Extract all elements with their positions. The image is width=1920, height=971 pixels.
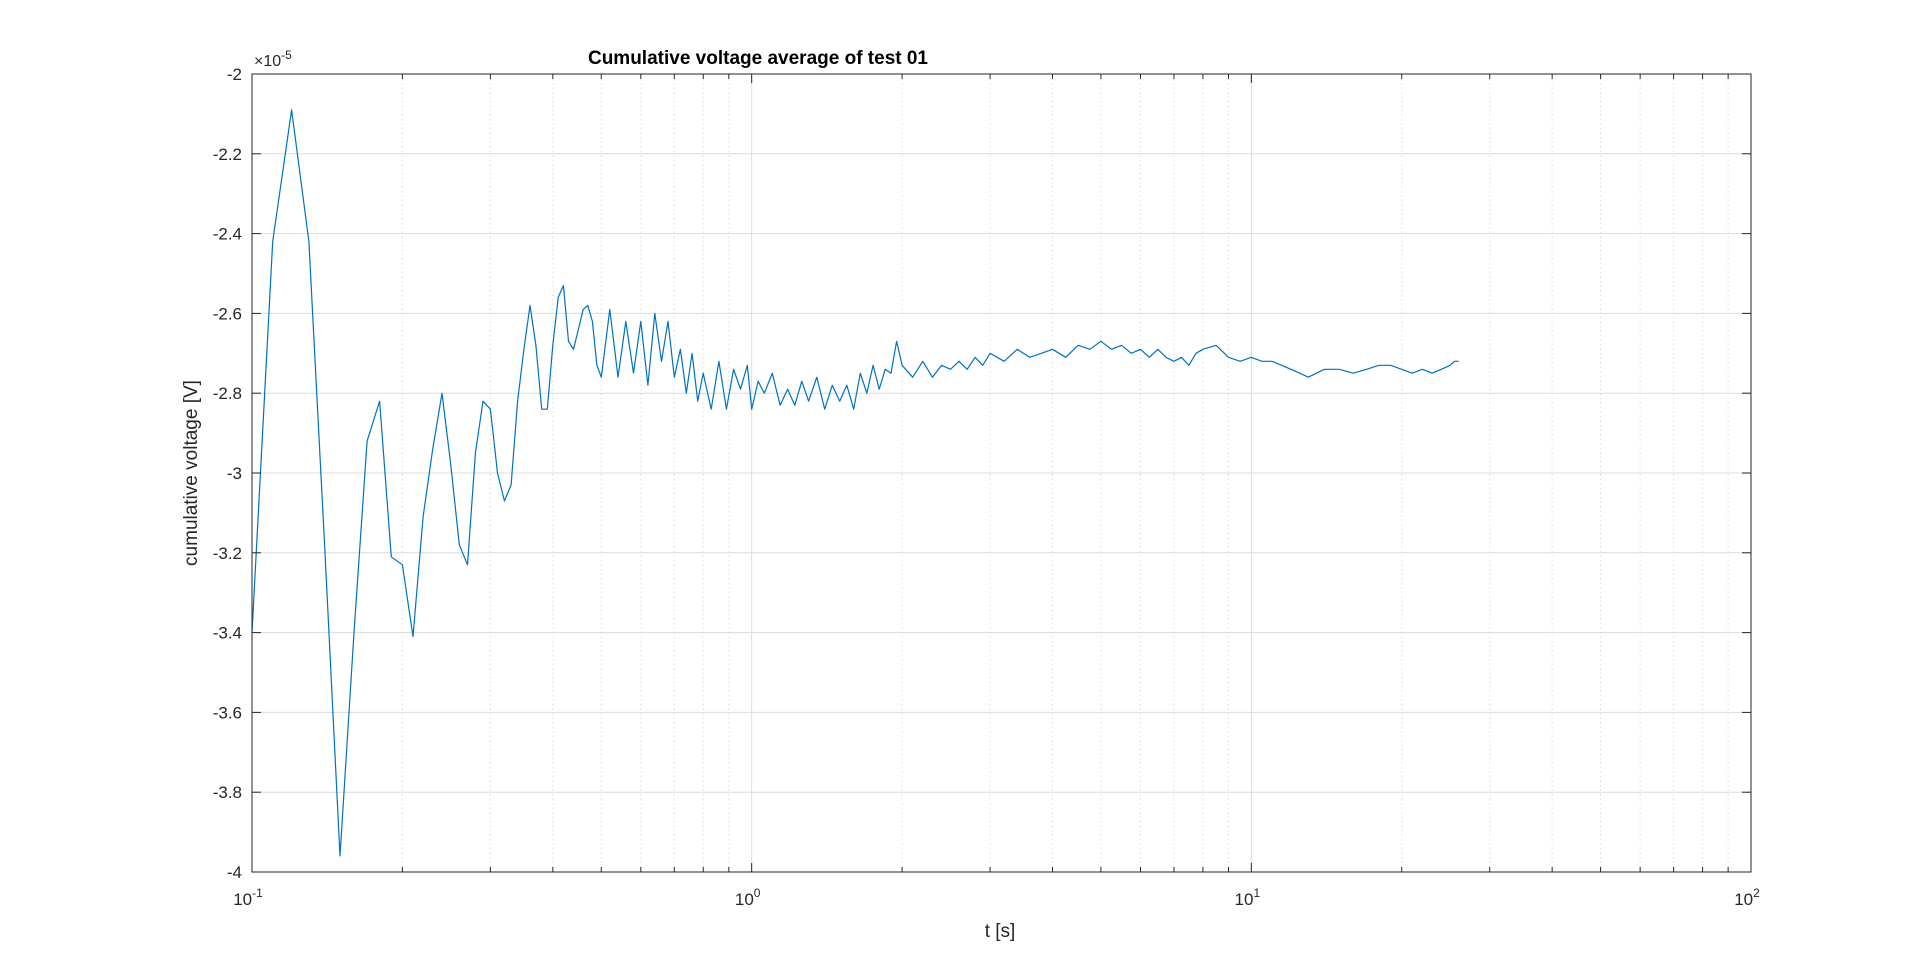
x-tick-label-base: 10	[1235, 890, 1254, 909]
y-tick-label: -3	[227, 464, 242, 483]
y-tick-label: -3.4	[213, 624, 242, 643]
y-tick-label: -2.2	[213, 145, 242, 164]
y-tick-label: -3.8	[213, 783, 242, 802]
y-tick-label: -3.2	[213, 544, 242, 563]
x-axis-label: t [s]	[985, 921, 1016, 942]
y-exponent-power: -5	[281, 48, 292, 62]
x-tick-label-base: 10	[1734, 890, 1753, 909]
y-exponent-base: ×10	[254, 53, 281, 70]
chart-title: Cumulative voltage average of test 01	[588, 48, 928, 69]
x-tick-label-power: 1	[1253, 886, 1260, 900]
y-axis-label: cumulative voltage [V]	[181, 380, 202, 566]
y-tick-label: -2	[227, 65, 242, 84]
y-tick-label: -2.6	[213, 304, 242, 323]
y-tick-label: -2.8	[213, 384, 242, 403]
x-tick-label-power: 0	[754, 886, 761, 900]
x-tick-label-base: 10	[735, 890, 754, 909]
x-tick-label-base: 10	[233, 890, 252, 909]
y-tick-label: -3.6	[213, 703, 242, 722]
x-tick-label-power: -1	[252, 886, 263, 900]
x-tick-label-power: 2	[1753, 886, 1760, 900]
y-tick-label: -4	[227, 863, 242, 882]
y-tick-label: -2.4	[213, 225, 242, 244]
